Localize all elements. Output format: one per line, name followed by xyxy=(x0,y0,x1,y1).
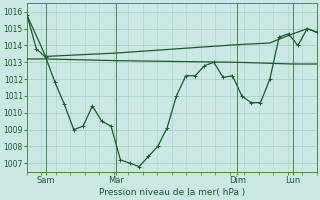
X-axis label: Pression niveau de la mer( hPa ): Pression niveau de la mer( hPa ) xyxy=(99,188,245,197)
